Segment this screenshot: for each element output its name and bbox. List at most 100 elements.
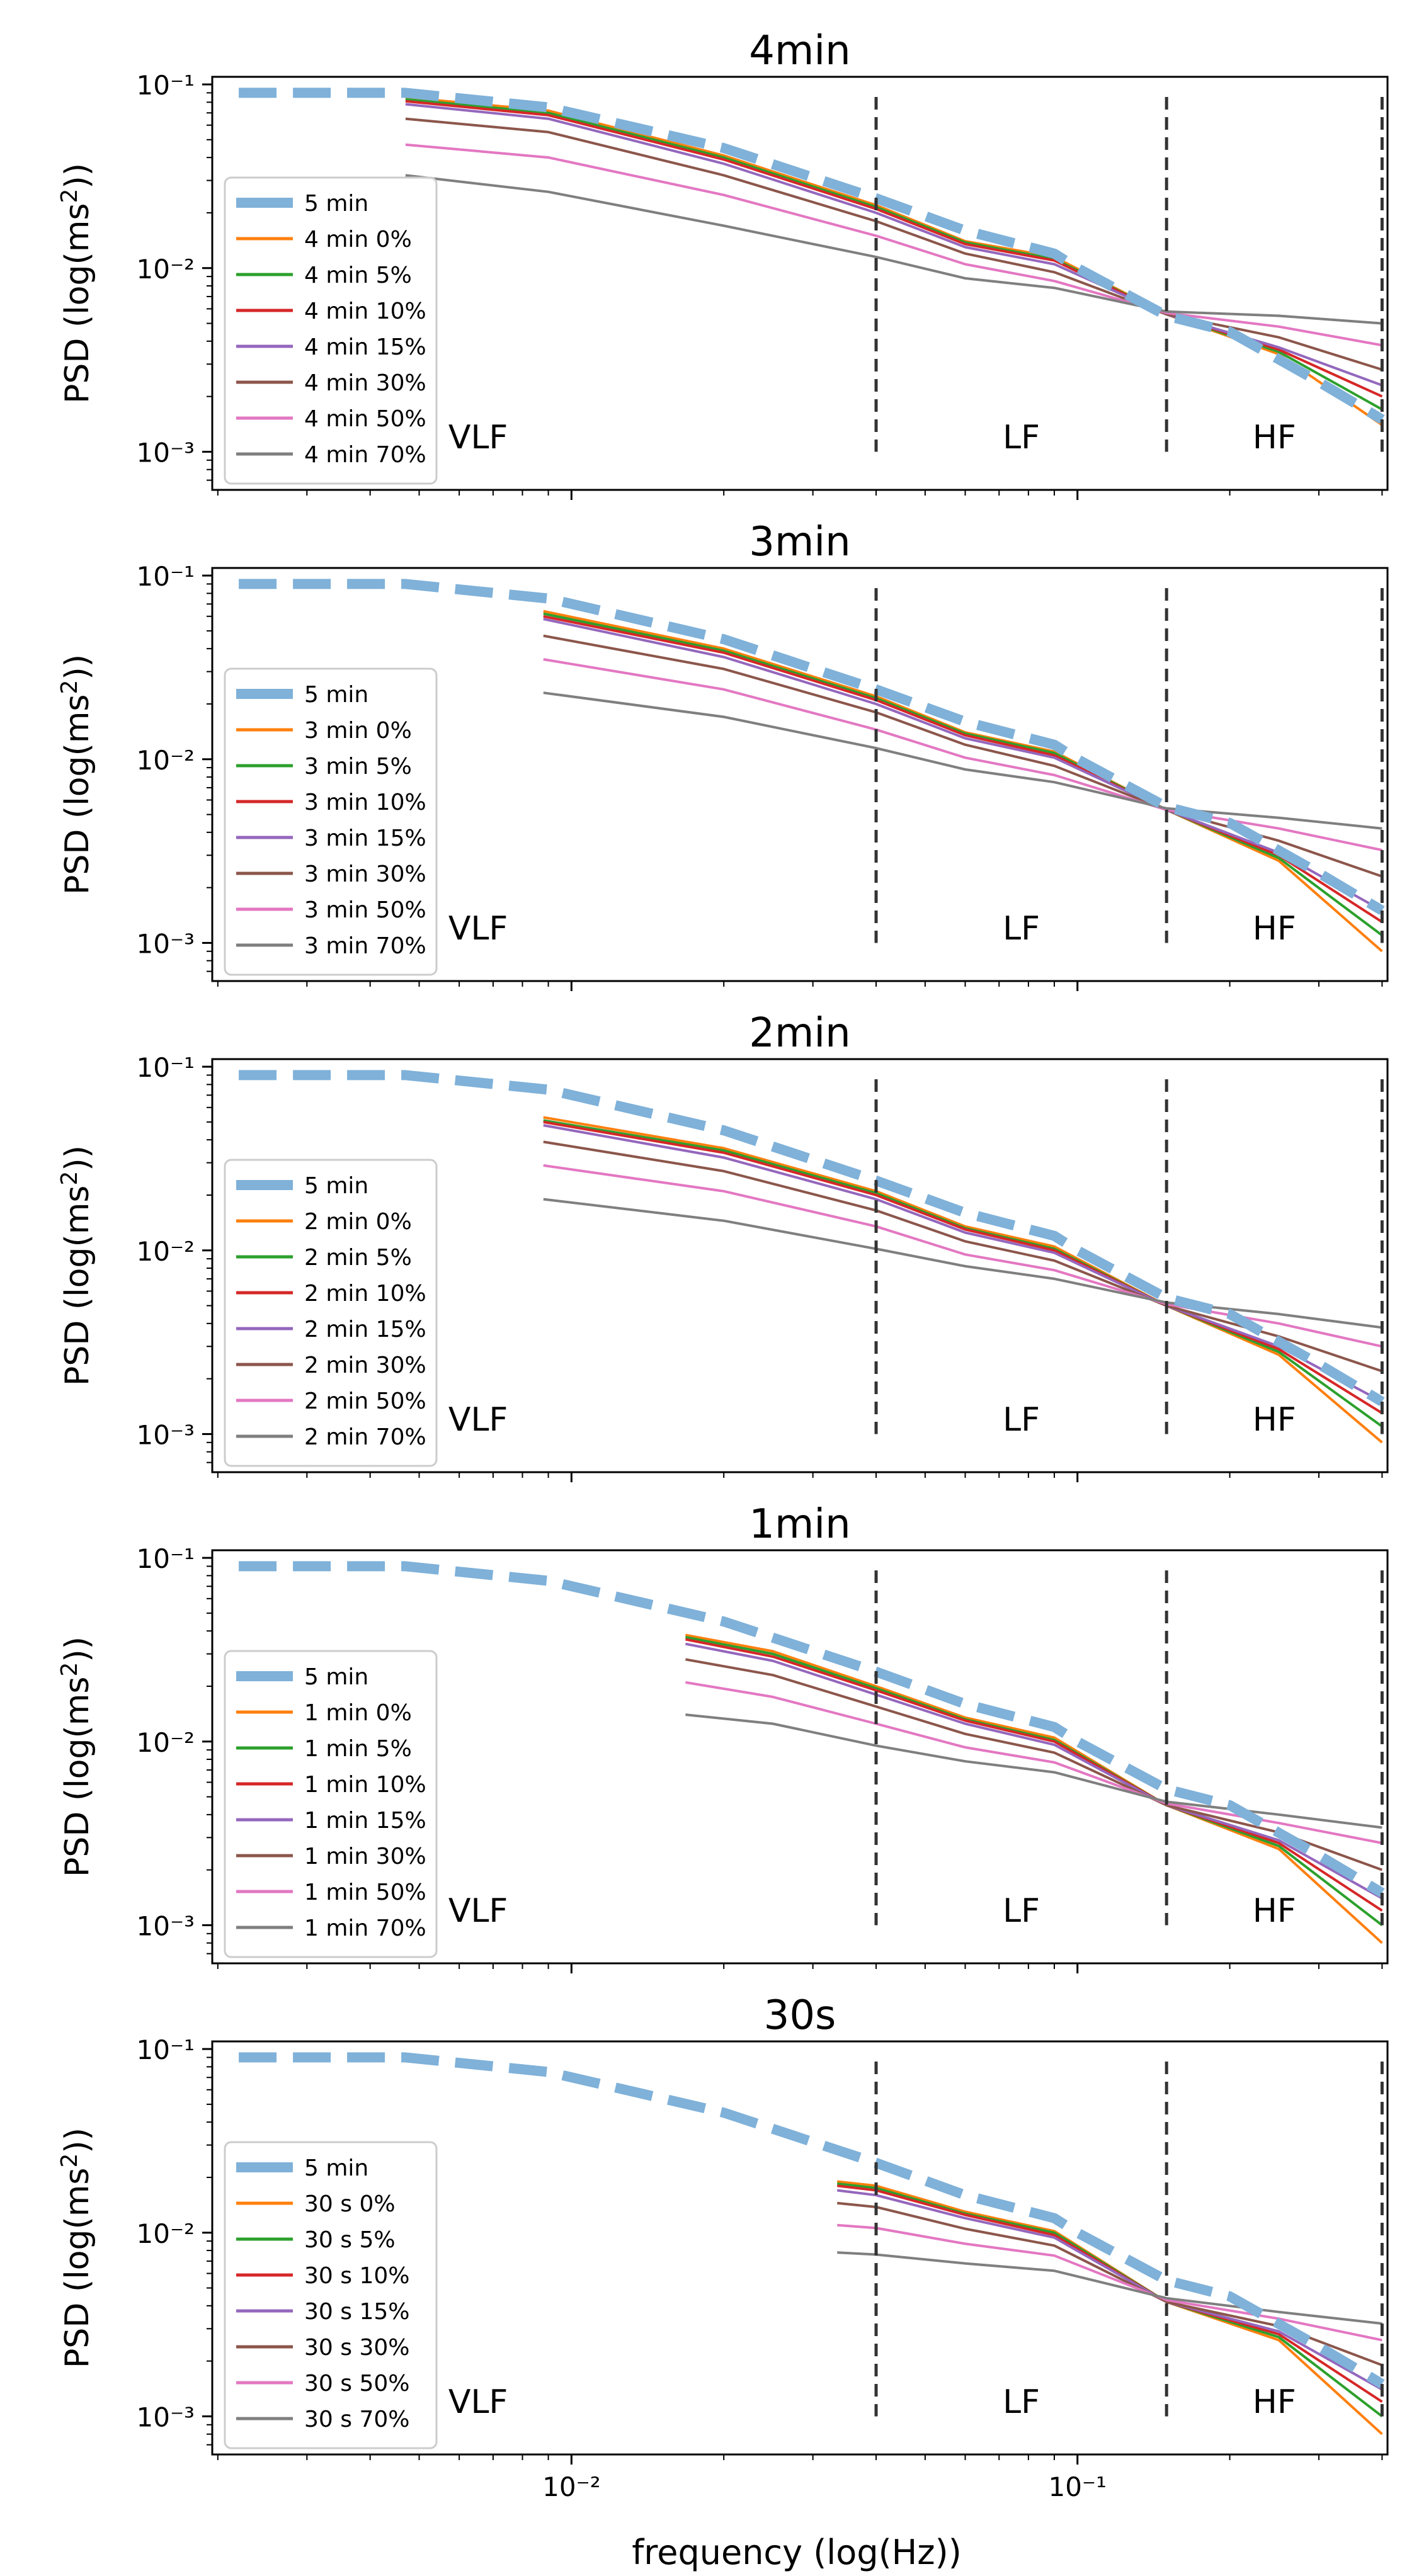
- series-line: [543, 1124, 1383, 1403]
- subplot-title: 2min: [749, 1010, 850, 1057]
- series-line: [543, 1198, 1382, 1329]
- series-line: [405, 103, 1383, 387]
- plot-area: [239, 88, 1385, 452]
- subplot-30s: 30s PSD (log(ms2)) 10⁻¹ 10⁻² 10⁻³ 10⁻² 10⁻¹ VLF…: [57, 1992, 1389, 2502]
- band-label: HF: [1253, 2383, 1296, 2421]
- reference-line: [239, 1561, 1385, 1897]
- legend-label: 3 min 0%: [304, 718, 412, 744]
- legend-frame: [224, 1159, 438, 1467]
- legend-label: 2 min 10%: [304, 1281, 426, 1307]
- series-line: [543, 1120, 1383, 1414]
- legend-label: 3 min 10%: [304, 790, 426, 815]
- legend-label: 1 min 5%: [304, 1736, 412, 1762]
- band-label: VLF: [448, 1892, 508, 1930]
- reference-line: [239, 579, 1385, 915]
- legend-frame: [224, 176, 438, 485]
- y-tick-label: 10⁻³: [137, 437, 195, 468]
- series-line: [836, 2180, 1383, 2436]
- series-line: [405, 117, 1382, 371]
- subplot-title: 30s: [764, 1992, 836, 2039]
- band-label: HF: [1253, 910, 1296, 948]
- legend: 5 min 2 min 0% 2 min 5% 2 min 10% 2 min 15% 2…: [224, 1159, 438, 1467]
- x-tick-label: 10⁻¹: [1048, 2471, 1106, 2502]
- y-axis-label-prefix: PSD (log(ms: [59, 1676, 96, 1877]
- y-axis-label-prefix: PSD (log(ms: [59, 2167, 96, 2368]
- legend-label: 1 min 0%: [304, 1700, 412, 1726]
- series-line: [405, 98, 1383, 411]
- y-tick-label: 10⁻²: [137, 2218, 195, 2249]
- legend: 5 min 1 min 0% 1 min 5% 1 min 10% 1 min 15% 1…: [224, 1650, 438, 1958]
- legend-label: 30 s 30%: [304, 2335, 409, 2361]
- y-axis-label: PSD (log(ms2)): [57, 1637, 96, 1877]
- legend-label: 30 s 50%: [304, 2371, 409, 2397]
- series-line: [685, 1658, 1383, 1871]
- legend-label: 30 s 15%: [304, 2299, 409, 2325]
- y-axis-label: PSD (log(ms2)): [57, 1145, 96, 1386]
- y-tick-label: 10⁻¹: [137, 2034, 195, 2065]
- figure-xlabel: frequency (log(Hz)): [632, 2533, 962, 2572]
- legend-label: 4 min 10%: [304, 298, 426, 324]
- band-label: VLF: [448, 910, 508, 948]
- legend: 5 min 4 min 0% 4 min 5% 4 min 10% 4 min 15% 4…: [224, 176, 438, 485]
- y-axis-label-suffix: )): [59, 1637, 96, 1662]
- band-label: LF: [1003, 419, 1040, 457]
- series-line: [685, 1642, 1383, 1900]
- y-tick-label: 10⁻¹: [137, 1052, 195, 1083]
- y-tick-label: 10⁻³: [137, 2402, 195, 2432]
- series-line: [543, 658, 1382, 852]
- series-line: [543, 610, 1383, 953]
- y-tick-label: 10⁻²: [137, 254, 195, 285]
- y-axis-label-suffix: )): [59, 2128, 96, 2153]
- band-label: VLF: [448, 1401, 508, 1439]
- y-tick-label: 10⁻¹: [137, 70, 195, 101]
- series-line: [405, 143, 1382, 347]
- series-line: [543, 615, 1383, 923]
- y-tick-label: 10⁻²: [137, 1727, 195, 1758]
- axes-frame: [211, 1549, 1389, 1965]
- legend-label: 2 min 50%: [304, 1388, 426, 1414]
- legend-label: 4 min 70%: [304, 442, 426, 468]
- band-label: VLF: [448, 419, 508, 457]
- legend-label: 2 min 15%: [304, 1317, 426, 1342]
- legend-label: 2 min 30%: [304, 1353, 426, 1378]
- series-line: [543, 618, 1383, 912]
- legend-frame: [224, 2141, 438, 2449]
- y-axis-label-suffix: )): [59, 163, 96, 189]
- series-line: [685, 1638, 1383, 1912]
- y-axis-label: PSD (log(ms2)): [57, 654, 96, 895]
- y-tick-label: 10⁻³: [137, 928, 195, 959]
- subplot-1min: 1min PSD (log(ms2)) 10⁻¹ 10⁻² 10⁻³ VLF LF HF 5 m…: [57, 1501, 1389, 1973]
- subplot-3min: 3min PSD (log(ms2)) 10⁻¹ 10⁻² 10⁻³ VLF LF HF 5 m…: [57, 519, 1389, 991]
- legend-label: 3 min 5%: [304, 754, 412, 780]
- axes-frame: [211, 567, 1389, 982]
- x-tick-label: 10⁻²: [542, 2471, 600, 2502]
- series-line: [543, 1164, 1382, 1348]
- y-axis-label-prefix: PSD (log(ms: [59, 694, 96, 895]
- series-line: [543, 612, 1383, 937]
- plot-area: [239, 1070, 1385, 1444]
- subplot-title: 4min: [749, 28, 850, 74]
- y-axis-label: PSD (log(ms2)): [57, 163, 96, 404]
- legend-label: 5 min: [304, 191, 368, 217]
- plot-area: [239, 2052, 1385, 2436]
- legend-label: 30 s 10%: [304, 2263, 409, 2289]
- legend: 5 min 3 min 0% 3 min 5% 3 min 10% 3 min 15% 3…: [224, 667, 438, 976]
- legend-label: 4 min 30%: [304, 370, 426, 396]
- legend-label: 4 min 5%: [304, 263, 412, 288]
- band-label: LF: [1003, 1892, 1040, 1930]
- legend-label: 1 min 30%: [304, 1844, 426, 1870]
- series-line: [405, 99, 1383, 398]
- legend-label: 1 min 10%: [304, 1772, 426, 1798]
- band-label: LF: [1003, 910, 1040, 948]
- legend-label: 2 min 70%: [304, 1424, 426, 1450]
- x-axis-label: frequency (log(Hz)): [632, 2533, 962, 2572]
- series-line: [685, 1713, 1382, 1829]
- subplot-4min: 4min PSD (log(ms2)) 10⁻¹ 10⁻² 10⁻³ VLF LF HF 5 m…: [57, 28, 1389, 500]
- y-tick-label: 10⁻²: [137, 745, 195, 776]
- legend-label: 5 min: [304, 682, 368, 708]
- y-axis-label-prefix: PSD (log(ms: [59, 203, 96, 404]
- legend-label: 5 min: [304, 1664, 368, 1690]
- series-line: [405, 174, 1382, 325]
- axes-frame: [211, 76, 1389, 491]
